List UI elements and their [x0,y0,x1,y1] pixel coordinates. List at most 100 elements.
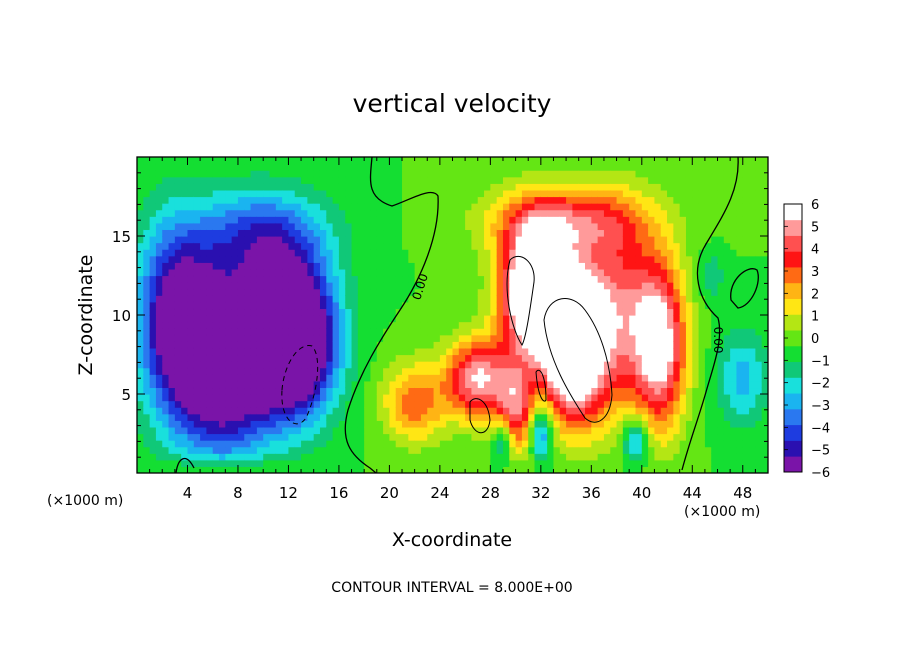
heatmap-cell [578,413,586,421]
heatmap-cell [528,196,536,204]
heatmap-cell [578,400,586,408]
heatmap-cell [414,236,422,244]
heatmap-cell [256,328,264,336]
heatmap-cell [673,222,681,231]
heatmap-cell [597,315,605,323]
heatmap-cell [654,249,662,257]
heatmap-cell [736,183,744,191]
heatmap-cell [711,216,719,224]
heatmap-cell [225,236,233,244]
heatmap-cell [622,255,630,263]
heatmap-cell [496,157,504,165]
heatmap-cell [490,249,498,257]
heatmap-cell [654,157,662,165]
heatmap-cell [692,413,700,421]
heatmap-cell [711,209,719,217]
heatmap-cell [585,380,592,389]
heatmap-cell [509,196,517,204]
heatmap-cell [376,236,384,244]
heatmap-cell [200,196,208,204]
heatmap-cell [225,394,233,402]
heatmap-cell [212,426,220,435]
heatmap-cell [313,301,321,310]
heatmap-cell [389,466,397,473]
heatmap-cell [641,347,649,356]
heatmap-cell [742,308,750,316]
heatmap-cell [357,255,365,263]
heatmap-cell [679,420,687,428]
heatmap-cell [294,354,302,362]
heatmap-cell [648,446,656,454]
heatmap-cell [244,400,252,408]
heatmap-cell [244,216,252,224]
heatmap-cell [711,453,719,461]
heatmap-cell [174,222,182,231]
heatmap-cell [610,163,618,171]
heatmap-cell [256,209,264,217]
heatmap-cell [622,400,630,408]
heatmap-cell [244,268,252,277]
heatmap-cell [338,163,346,171]
heatmap-cell [749,361,756,369]
heatmap-cell [256,236,264,244]
heatmap-cell [597,367,605,375]
heatmap-cell [168,255,176,263]
heatmap-cell [591,394,599,402]
heatmap-cell [275,189,283,198]
heatmap-cell [490,394,498,402]
heatmap-cell [616,176,624,184]
heatmap-cell [420,413,428,421]
heatmap-cell [704,420,712,428]
heatmap-cell [641,183,649,191]
heatmap-cell [465,413,473,421]
heatmap-cell [250,242,258,250]
heatmap-cell [206,222,214,231]
heatmap-cell [509,459,517,468]
heatmap-cell [219,308,226,316]
heatmap-cell [667,387,674,395]
heatmap-cell [654,453,662,461]
colorbar-swatch [784,377,802,394]
heatmap-cell [244,420,252,428]
heatmap-cell [711,466,719,473]
heatmap-cell [711,196,719,204]
heatmap-cell [263,361,271,369]
heatmap-cell [490,453,498,461]
heatmap-cell [742,466,750,473]
heatmap-cell [408,196,416,204]
heatmap-cell [591,380,599,389]
heatmap-cell [578,407,586,415]
heatmap-cell [553,176,561,184]
heatmap-cell [704,367,712,375]
heatmap-cell [225,374,233,382]
heatmap-cell [465,341,473,349]
heatmap-cell [319,407,327,415]
heatmap-cell [326,446,334,454]
heatmap-cell [193,459,201,468]
heatmap-cell [692,275,700,283]
heatmap-cell [288,354,296,362]
heatmap-cell [376,341,384,349]
heatmap-cell [692,282,700,290]
heatmap-cell [244,249,252,257]
heatmap-cell [458,170,466,178]
heatmap-cell [364,433,372,441]
heatmap-cell [313,361,321,369]
heatmap-cell [711,163,719,171]
heatmap-cell [698,301,706,310]
heatmap-cell [250,361,258,369]
heatmap-cell [509,301,517,310]
heatmap-cell [370,466,378,473]
heatmap-cell [521,334,529,342]
heatmap-cell [717,446,725,454]
heatmap-cell [168,163,176,171]
heatmap-cell [345,446,353,454]
heatmap-cell [389,170,397,178]
heatmap-cell [566,255,573,263]
heatmap-cell [275,387,283,395]
heatmap-cell [629,176,637,184]
heatmap-cell [755,295,763,303]
heatmap-cell [496,209,504,217]
heatmap-cell [389,440,397,448]
heatmap-cell [679,453,687,461]
